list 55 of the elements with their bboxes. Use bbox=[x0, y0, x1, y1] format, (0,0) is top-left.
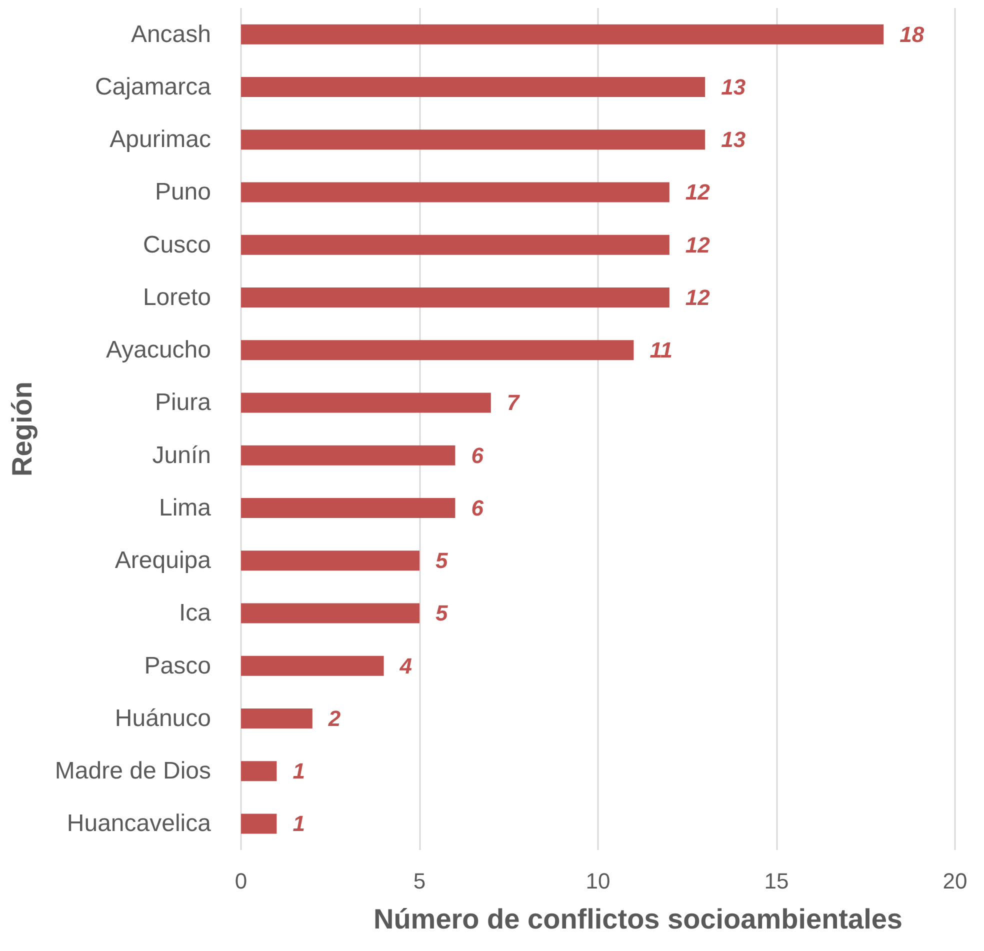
data-label: 12 bbox=[685, 180, 711, 205]
data-label: 12 bbox=[685, 284, 711, 310]
y-tick-label: Pasco bbox=[144, 652, 211, 680]
data-label: 11 bbox=[650, 338, 673, 363]
y-tick-label: Madre de Dios bbox=[54, 758, 211, 785]
y-axis-title: Región bbox=[6, 382, 38, 476]
bar bbox=[241, 708, 312, 728]
bar bbox=[241, 287, 670, 308]
x-tick-label: 10 bbox=[586, 868, 610, 894]
data-label: 13 bbox=[721, 127, 746, 152]
data-label: 2 bbox=[327, 706, 342, 731]
data-label: 6 bbox=[471, 442, 484, 468]
y-tick-label: Ancash bbox=[130, 20, 211, 48]
x-tick-label: 15 bbox=[764, 868, 789, 894]
bar bbox=[241, 656, 384, 676]
data-label: 18 bbox=[900, 22, 925, 47]
bar bbox=[241, 24, 884, 44]
data-label: 1 bbox=[292, 811, 305, 836]
bar bbox=[241, 550, 420, 571]
bar bbox=[241, 761, 277, 782]
y-tick-label: Junín bbox=[152, 442, 211, 469]
data-label: 1 bbox=[292, 758, 305, 784]
data-label: 12 bbox=[685, 232, 711, 258]
y-tick-label: Arequipa bbox=[114, 547, 212, 574]
y-tick-label: Ica bbox=[178, 600, 212, 627]
x-tick-label: 20 bbox=[942, 868, 968, 894]
y-tick-label: Piura bbox=[154, 389, 212, 416]
bar bbox=[241, 603, 420, 624]
bar bbox=[241, 814, 277, 834]
bar bbox=[241, 130, 706, 150]
data-label: 5 bbox=[436, 600, 448, 626]
bar bbox=[241, 392, 491, 413]
data-label: 13 bbox=[721, 74, 746, 100]
y-tick-label: Ayacucho bbox=[106, 336, 211, 364]
y-tick-label: Apurimac bbox=[110, 126, 211, 154]
y-tick-label: Loreto bbox=[142, 284, 211, 311]
data-label: 6 bbox=[471, 495, 484, 520]
data-label: 4 bbox=[398, 653, 412, 678]
y-tick-label: Lima bbox=[158, 494, 212, 522]
bar bbox=[241, 445, 456, 466]
x-tick-label: 5 bbox=[413, 868, 426, 894]
x-tick-label: 0 bbox=[234, 868, 248, 894]
data-label: 7 bbox=[506, 390, 521, 416]
x-axis-title: Número de conflictos socioambientales bbox=[373, 904, 903, 934]
y-tick-label: Puno bbox=[154, 178, 211, 206]
bar bbox=[241, 76, 706, 97]
y-tick-label: Cajamarca bbox=[94, 73, 212, 100]
bar bbox=[241, 182, 670, 202]
bar bbox=[241, 234, 670, 255]
y-tick-label: Huánuco bbox=[114, 704, 211, 732]
y-tick-label: Cusco bbox=[142, 231, 211, 258]
data-label: 5 bbox=[436, 548, 448, 574]
y-tick-label: Huancavelica bbox=[66, 810, 212, 838]
bar bbox=[241, 340, 634, 360]
bar bbox=[241, 498, 456, 518]
